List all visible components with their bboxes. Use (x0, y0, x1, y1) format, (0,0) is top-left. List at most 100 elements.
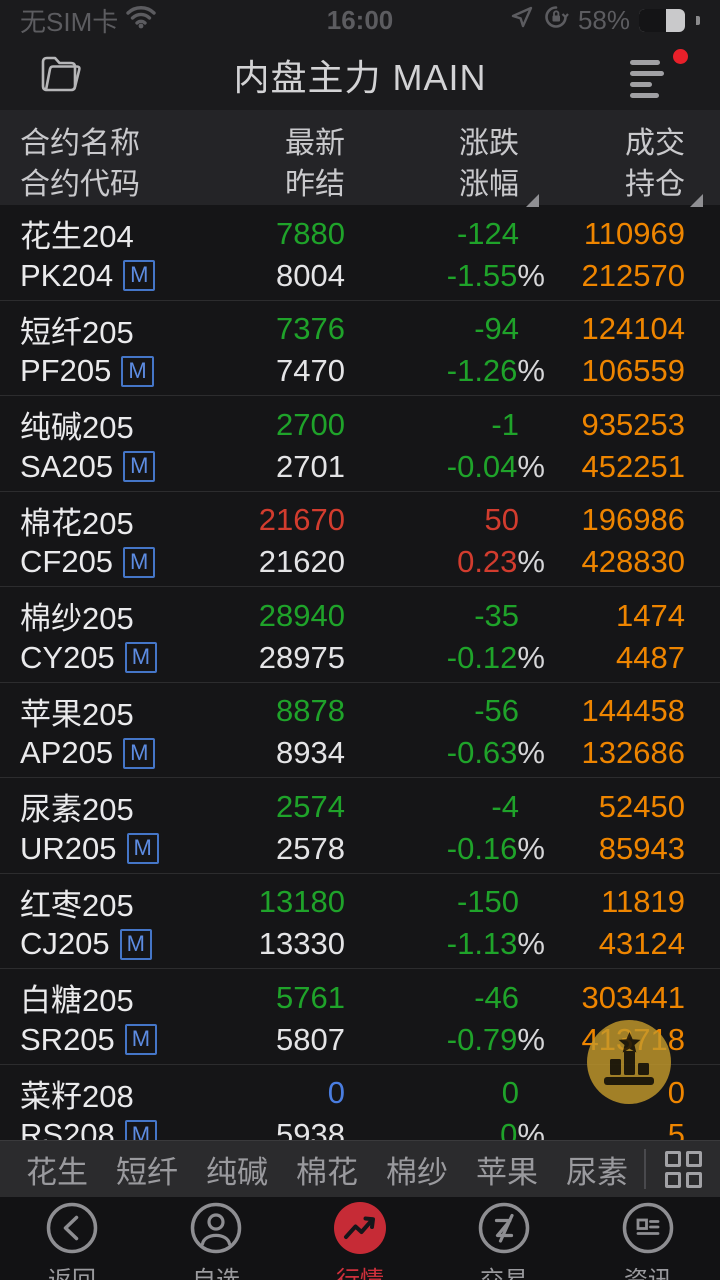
nav-quotes[interactable]: 行情 (300, 1201, 420, 1280)
watchlist-person-circle-icon (189, 1201, 243, 1258)
main-contract-badge: M (124, 642, 158, 673)
contract-name: 棉花205 (20, 505, 134, 541)
main-contract-badge: M (123, 451, 156, 482)
volume: 196986 (581, 502, 685, 537)
quick-tab-6[interactable]: 苹果 (476, 1147, 538, 1192)
battery-cap (696, 15, 700, 25)
notification-red-dot (673, 49, 688, 64)
table-row[interactable]: 花生204 7880 -124 110969 PK204 M 8004 -1.5… (0, 205, 720, 301)
title-bar: 内盘主力 MAIN (0, 40, 720, 110)
back-chevron-circle-icon (45, 1201, 99, 1258)
nav-trade[interactable]: 交易 (444, 1201, 564, 1280)
open-interest: 4487 (616, 639, 685, 675)
col-header-change-pct[interactable]: 涨幅 (345, 159, 545, 207)
volume: 110969 (583, 215, 685, 251)
contract-name: 尿素205 (20, 792, 134, 827)
change-percent: -0.04 (446, 448, 518, 484)
quick-tab-2[interactable]: 短纤 (116, 1147, 178, 1192)
folder-button[interactable] (36, 53, 82, 98)
prev-settle-price: 8004 (276, 257, 345, 293)
quotes-table-body: 花生204 7880 -124 110969 PK204 M 8004 -1.5… (0, 205, 720, 1140)
col-header-volume[interactable]: 成交 (625, 127, 685, 160)
open-interest: 106559 (581, 353, 685, 388)
contract-name: 花生204 (20, 219, 134, 254)
price-change: -150 (456, 884, 519, 919)
contract-name: 红枣205 (20, 887, 134, 923)
percent-sign: % (517, 353, 545, 388)
open-interest: 212570 (581, 257, 685, 293)
volume: 935253 (581, 406, 685, 442)
contract-code: CY205 (20, 639, 115, 675)
change-percent: -0.16 (446, 830, 518, 866)
clock: 16:00 (326, 4, 394, 35)
price-change: -35 (474, 597, 519, 633)
volume: 144458 (581, 693, 685, 728)
col-header-last[interactable]: 最新 (285, 127, 345, 160)
col-header-change[interactable]: 涨跌 (459, 127, 519, 160)
more-tabs-grid-button[interactable] (646, 1150, 720, 1188)
menu-list-icon (630, 52, 690, 98)
strip-divider (644, 1149, 646, 1189)
price-change: -1 (491, 406, 519, 442)
change-percent: 0.23 (457, 544, 518, 579)
nav-watchlist[interactable]: 自选 (156, 1201, 276, 1280)
percent-sign: % (517, 257, 545, 293)
main-contract-badge: M (123, 260, 156, 291)
ranking-fab-button[interactable] (587, 1020, 671, 1104)
percent-sign: % (517, 830, 545, 866)
table-row[interactable]: 纯碱205 2700 -1 935253 SA205 M 2701 -0.04%… (0, 396, 720, 492)
open-interest: 428830 (581, 544, 685, 579)
volume: 303441 (581, 979, 685, 1015)
nav-back[interactable]: 返回 (12, 1201, 132, 1280)
main-contract-badge: M (123, 546, 156, 578)
table-row[interactable]: 苹果205 8878 -56 144458 AP205 M 8934 -0.63… (0, 683, 720, 778)
main-contract-badge: M (123, 737, 156, 769)
main-contract-badge: M (119, 928, 152, 960)
prev-settle-price: 5807 (276, 1021, 345, 1057)
quick-tab-5[interactable]: 棉纱 (386, 1147, 448, 1192)
open-interest: 43124 (598, 926, 685, 961)
bottom-nav: 返回 自选 行情 (0, 1197, 720, 1280)
contract-code: CJ205 (20, 926, 110, 961)
menu-button[interactable] (630, 49, 690, 101)
volume: 1474 (616, 597, 685, 633)
location-arrow-icon (510, 5, 534, 36)
last-price: 13180 (258, 884, 345, 919)
last-price: 7376 (276, 311, 345, 346)
col-header-open-interest[interactable]: 持仓 (545, 159, 703, 207)
change-percent: -1.26 (446, 353, 518, 388)
battery-icon (639, 8, 685, 32)
table-row[interactable]: 短纤205 7376 -94 124104 PF205 M 7470 -1.26… (0, 301, 720, 396)
table-row[interactable]: 菜籽208 0 0 0 RS208 M 5938 0% 5 (0, 1065, 720, 1140)
main-contract-badge: M (124, 1119, 158, 1140)
sort-triangle-icon (526, 194, 539, 207)
battery-percent-label: 58% (577, 4, 630, 35)
prev-settle-price: 5938 (276, 1117, 345, 1140)
change-percent: -0.12 (446, 639, 518, 675)
orientation-lock-icon (543, 4, 569, 37)
open-interest: 85943 (598, 830, 685, 866)
table-row[interactable]: 红枣205 13180 -150 11819 CJ205 M 13330 -1.… (0, 874, 720, 969)
price-change: 50 (484, 502, 519, 537)
nav-news[interactable]: 资讯 (588, 1201, 708, 1280)
col-header-prev-settle[interactable]: 昨结 (285, 168, 345, 201)
quick-tab-3[interactable]: 纯碱 (206, 1147, 268, 1192)
quick-tab-4[interactable]: 棉花 (296, 1147, 358, 1192)
last-price: 8878 (276, 693, 345, 728)
news-document-circle-icon (621, 1201, 675, 1258)
table-row[interactable]: 棉花205 21670 50 196986 CF205 M 21620 0.23… (0, 492, 720, 587)
volume: 11819 (601, 884, 685, 919)
percent-sign: % (517, 544, 545, 579)
contract-code: CF205 (20, 544, 114, 579)
contract-name: 棉纱205 (20, 601, 134, 636)
quick-tab-1[interactable]: 花生 (26, 1147, 88, 1192)
table-header: 合约名称 最新 涨跌 成交 合约代码 昨结 涨幅 持仓 (0, 110, 720, 207)
contract-name: 菜籽208 (20, 1078, 134, 1114)
change-percent: -1.13 (446, 926, 518, 961)
price-change: -4 (491, 788, 519, 824)
table-row[interactable]: 尿素205 2574 -4 52450 UR205 M 2578 -0.16% … (0, 778, 720, 874)
volume: 52450 (598, 788, 685, 824)
prev-settle-price: 7470 (276, 353, 345, 388)
quick-tab-7[interactable]: 尿素 (566, 1147, 628, 1192)
table-row[interactable]: 棉纱205 28940 -35 1474 CY205 M 28975 -0.12… (0, 587, 720, 683)
